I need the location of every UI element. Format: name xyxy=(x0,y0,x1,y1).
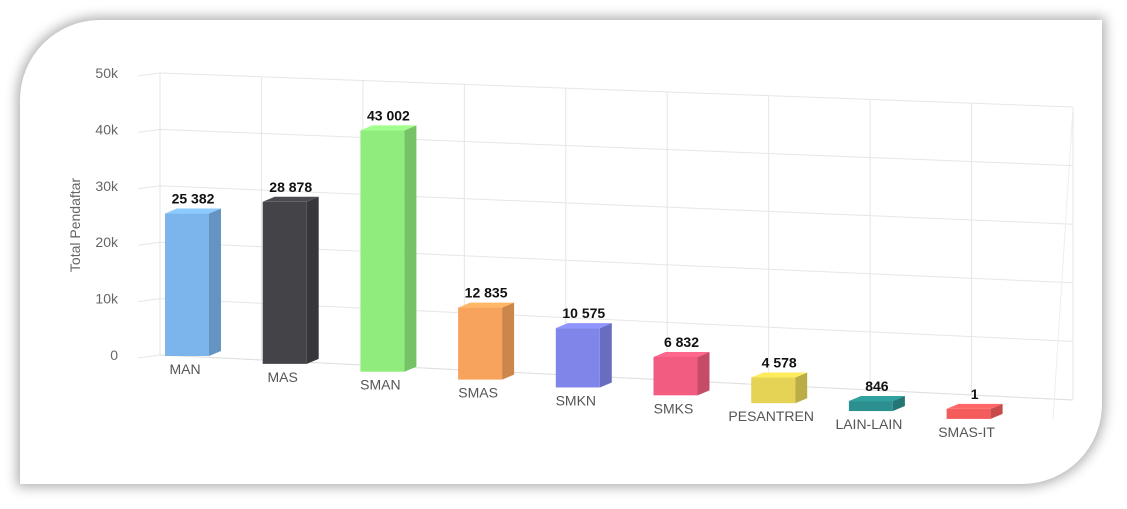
bar-side xyxy=(502,302,515,380)
y-tick-label: 40k xyxy=(95,121,119,137)
bar xyxy=(946,408,991,419)
y-tick-label: 30k xyxy=(95,178,119,194)
bar-top xyxy=(262,196,319,202)
bar xyxy=(360,130,405,372)
grid-line-side xyxy=(137,241,161,246)
x-tick-label: SMKS xyxy=(654,400,694,416)
y-axis: Total Pendaftar 0 10k 20k 30k 40k 50k xyxy=(67,65,119,363)
bar-side xyxy=(306,196,319,364)
x-tick-label: PESANTREN xyxy=(728,408,814,424)
data-label: 25 382 xyxy=(172,191,215,207)
right-edge xyxy=(1052,106,1074,421)
bar-top xyxy=(653,351,710,357)
data-label: 1 xyxy=(971,386,979,402)
labels: 25 382 MAN 28 878 MAS 43 002 SMAN 12 835 SMAS 10… xyxy=(169,107,995,440)
bar-top xyxy=(458,302,515,308)
y-tick-label: 0 xyxy=(110,347,118,363)
grid-line-side xyxy=(137,354,161,359)
bar xyxy=(848,401,893,412)
y-axis-label: Total Pendaftar xyxy=(67,178,83,273)
y-tick-label: 10k xyxy=(95,291,119,307)
y-tick-label: 20k xyxy=(95,234,119,250)
grid-line-h xyxy=(159,185,1074,225)
bar-top xyxy=(165,208,221,214)
data-label: 6 832 xyxy=(664,334,699,350)
floor-back-edge xyxy=(159,354,1074,401)
bar xyxy=(458,307,503,380)
grid-line-side xyxy=(137,185,161,190)
bar-side xyxy=(697,351,710,396)
x-tick-label: SMAS-IT xyxy=(938,424,995,440)
x-tick-label: LAIN-LAIN xyxy=(835,416,902,432)
bar xyxy=(555,328,600,388)
bar-top xyxy=(360,125,417,131)
bars xyxy=(165,125,1003,419)
bar xyxy=(653,356,698,396)
data-label: 28 878 xyxy=(269,179,312,195)
bar xyxy=(165,213,209,356)
grid-line-side xyxy=(137,128,161,133)
bar xyxy=(751,377,796,404)
bar-side xyxy=(795,372,808,404)
bar-top xyxy=(946,403,1003,409)
x-tick-label: MAS xyxy=(268,369,298,385)
bar xyxy=(262,201,307,364)
grid-line-h xyxy=(159,72,1074,108)
x-tick-label: SMKN xyxy=(556,392,596,408)
data-label: 10 575 xyxy=(562,305,605,321)
x-tick-label: MAN xyxy=(169,361,200,377)
grid-line-side xyxy=(137,298,161,303)
bar-side xyxy=(404,125,417,372)
bar-top xyxy=(555,323,612,329)
x-tick-label: SMAN xyxy=(360,377,400,393)
bar-top xyxy=(848,396,905,402)
data-label: 43 002 xyxy=(367,107,410,123)
data-label: 846 xyxy=(865,378,889,394)
bar-side xyxy=(209,208,221,356)
data-label: 4 578 xyxy=(762,354,797,370)
grid-line-side xyxy=(137,72,161,77)
data-label: 12 835 xyxy=(465,285,508,301)
x-tick-label: SMAS xyxy=(458,385,498,401)
bar-side xyxy=(599,323,612,388)
grid-line-h xyxy=(159,128,1074,167)
bar-top xyxy=(751,372,808,378)
y-tick-label: 50k xyxy=(95,65,119,81)
